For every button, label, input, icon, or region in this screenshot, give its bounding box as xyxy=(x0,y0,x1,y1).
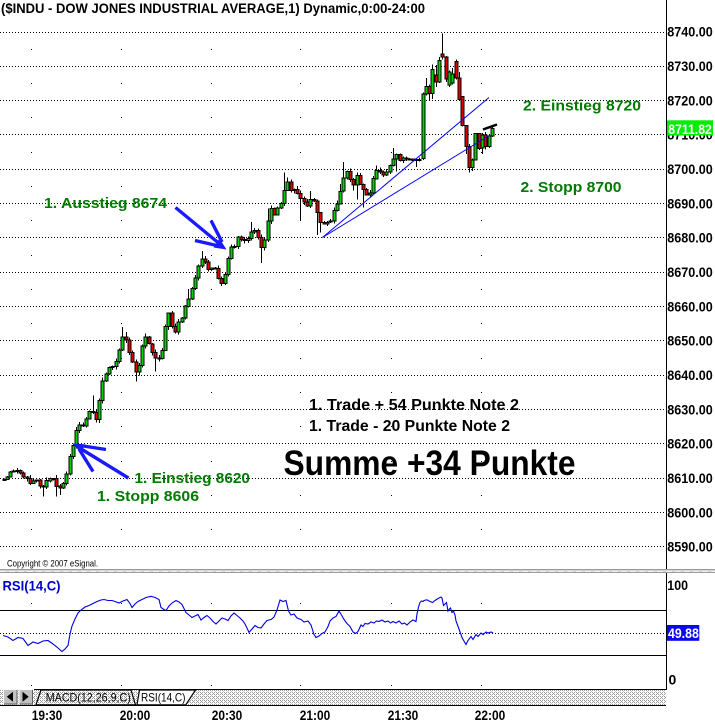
svg-text:RSI(14,C): RSI(14,C) xyxy=(141,691,186,705)
svg-text:21:30: 21:30 xyxy=(388,707,419,723)
svg-text:8680.00: 8680.00 xyxy=(667,230,713,246)
svg-text:8630.00: 8630.00 xyxy=(667,401,713,417)
svg-text:Summe +34 Punkte: Summe +34 Punkte xyxy=(284,444,576,483)
svg-text:8640.00: 8640.00 xyxy=(667,367,713,383)
svg-text:8690.00: 8690.00 xyxy=(667,195,713,211)
svg-text:1. Ausstieg 8674: 1. Ausstieg 8674 xyxy=(44,195,168,212)
svg-text:8660.00: 8660.00 xyxy=(667,298,713,314)
svg-text:1. Stopp 8606: 1. Stopp 8606 xyxy=(97,488,199,505)
svg-text:MACD(12,26,9,C): MACD(12,26,9,C) xyxy=(46,691,131,705)
svg-text:8711.82: 8711.82 xyxy=(668,121,712,137)
svg-text:8670.00: 8670.00 xyxy=(667,264,713,280)
svg-text:49.88: 49.88 xyxy=(668,625,699,641)
svg-text:21:00: 21:00 xyxy=(300,707,331,723)
svg-text:8720.00: 8720.00 xyxy=(667,92,713,108)
svg-text:1. Trade + 54 Punkte Note 2: 1. Trade + 54 Punkte Note 2 xyxy=(309,397,519,414)
svg-text:20:00: 20:00 xyxy=(120,707,151,723)
svg-text:2. Stopp 8700: 2. Stopp 8700 xyxy=(521,179,622,196)
svg-text:2. Einstieg 8720: 2. Einstieg 8720 xyxy=(523,98,641,115)
svg-text:1. Trade - 20 Punkte Note 2: 1. Trade - 20 Punkte Note 2 xyxy=(309,418,510,435)
svg-text:8610.00: 8610.00 xyxy=(667,470,713,486)
svg-text:8650.00: 8650.00 xyxy=(667,333,713,349)
svg-text:8590.00: 8590.00 xyxy=(667,539,713,555)
svg-text:8730.00: 8730.00 xyxy=(667,58,713,74)
svg-text:19:30: 19:30 xyxy=(32,707,63,723)
svg-text:8620.00: 8620.00 xyxy=(667,436,713,452)
svg-text:1. Einstieg 8620: 1. Einstieg 8620 xyxy=(135,470,251,487)
svg-text:($INDU - DOW JONES INDUSTRIAL: ($INDU - DOW JONES INDUSTRIAL AVERAGE,1)… xyxy=(1,1,425,16)
svg-text:20:30: 20:30 xyxy=(212,707,243,723)
svg-text:Copyright © 2007 eSignal.: Copyright © 2007 eSignal. xyxy=(7,559,98,569)
svg-text:8740.00: 8740.00 xyxy=(667,24,713,40)
svg-text:RSI(14,C): RSI(14,C) xyxy=(3,577,61,593)
svg-text:100: 100 xyxy=(667,577,688,593)
svg-text:8700.00: 8700.00 xyxy=(667,161,713,177)
svg-text:8600.00: 8600.00 xyxy=(667,504,713,520)
svg-text:0: 0 xyxy=(669,671,677,687)
svg-text:22:00: 22:00 xyxy=(475,707,506,723)
